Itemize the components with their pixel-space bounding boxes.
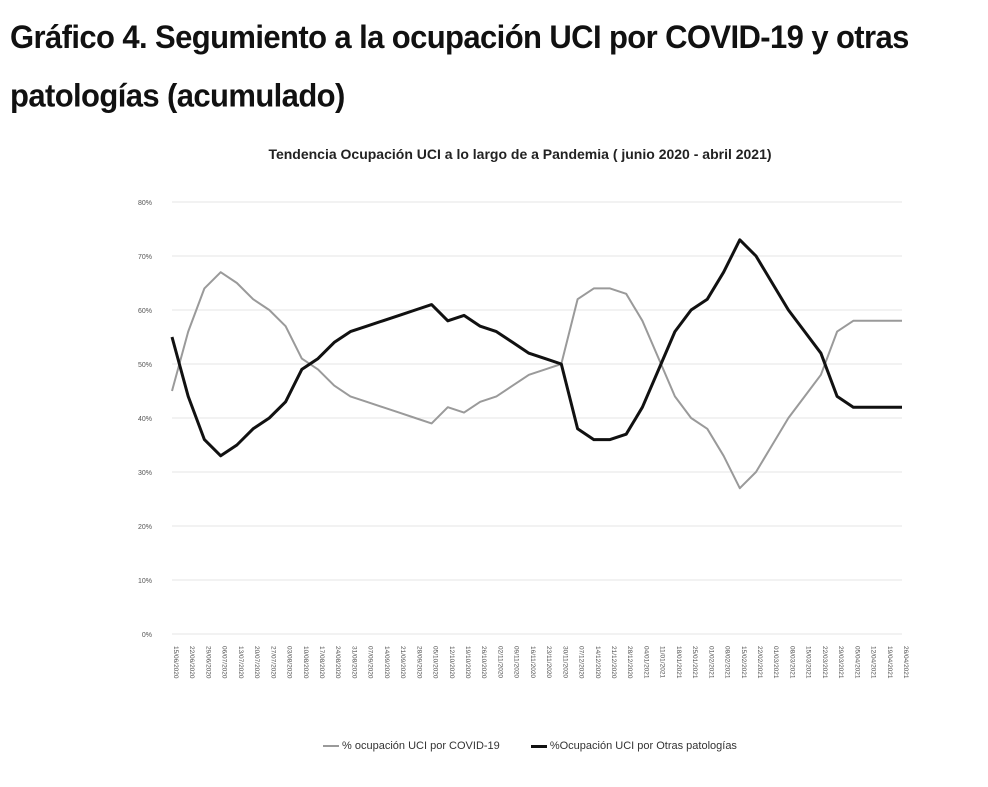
chart-title: Tendencia Ocupación UCI a lo largo de a …: [268, 146, 772, 162]
y-tick-label: 50%: [138, 362, 152, 369]
x-tick-label: 05/10/2020: [432, 646, 439, 679]
x-tick-label: 17/08/2020: [318, 646, 325, 679]
legend-item-covid: % ocupación UCI por COVID-19: [323, 740, 500, 752]
x-tick-label: 12/04/2021: [870, 646, 877, 679]
x-tick-label: 29/03/2021: [837, 646, 844, 679]
x-tick-label: 25/01/2021: [691, 646, 698, 679]
legend-swatch-covid: [323, 745, 340, 748]
x-tick-label: 21/09/2020: [399, 646, 406, 679]
y-tick-label: 0%: [142, 632, 152, 639]
x-tick-label: 29/06/2020: [204, 646, 211, 679]
x-tick-label: 28/09/2020: [415, 646, 422, 679]
series-line-covid: [171, 271, 902, 490]
x-tick-label: 22/03/2021: [821, 646, 828, 679]
x-tick-label: 02/11/2020: [496, 646, 503, 678]
x-tick-label: 08/02/2021: [724, 646, 731, 679]
x-tick-label: 06/07/2020: [221, 646, 228, 679]
x-tick-label: 15/02/2021: [740, 646, 747, 679]
x-tick-label: 20/07/2020: [253, 646, 260, 679]
x-tick-label: 31/08/2020: [350, 646, 357, 679]
x-tick-label: 13/07/2020: [237, 646, 244, 679]
x-tick-label: 23/11/2020: [545, 646, 552, 678]
x-tick-label: 07/12/2020: [578, 646, 585, 679]
x-tick-label: 11/01/2021: [659, 646, 666, 678]
x-tick-label: 12/10/2020: [448, 646, 455, 679]
y-tick-label: 10%: [138, 578, 152, 585]
legend-swatch-otras: [530, 744, 547, 748]
legend-label-otras: %Ocupación UCI por Otras patologías: [549, 740, 737, 752]
y-tick-label: 70%: [138, 254, 152, 261]
x-tick-label: 30/11/2020: [561, 646, 568, 678]
x-tick-label: 03/08/2020: [286, 646, 293, 679]
x-tick-label: 15/06/2020: [172, 646, 179, 679]
x-tick-label: 07/09/2020: [367, 646, 374, 679]
x-tick-label: 01/02/2021: [707, 646, 714, 679]
y-tick-label: 40%: [138, 416, 152, 423]
x-tick-label: 15/03/2021: [805, 646, 812, 679]
x-tick-label: 01/03/2021: [772, 646, 779, 679]
x-tick-label: 09/11/2020: [513, 646, 520, 678]
x-tick-label: 18/01/2021: [675, 646, 682, 679]
x-tick-label: 04/01/2021: [642, 646, 649, 679]
x-tick-label: 24/08/2020: [334, 646, 341, 679]
x-tick-label: 10/08/2020: [302, 646, 309, 679]
y-tick-label: 20%: [138, 524, 152, 531]
x-tick-label: 22/06/2020: [188, 646, 195, 679]
chart-legend: % ocupación UCI por COVID-19 %Ocupación …: [0, 740, 988, 752]
x-tick-label: 14/09/2020: [383, 646, 390, 679]
x-tick-label: 05/04/2021: [853, 646, 860, 679]
legend-item-otras: %Ocupación UCI por Otras patologías: [530, 740, 737, 752]
x-tick-label: 28/12/2020: [626, 646, 633, 679]
x-tick-label: 19/04/2021: [886, 646, 893, 679]
legend-label-covid: % ocupación UCI por COVID-19: [342, 740, 500, 752]
x-tick-label: 16/11/2020: [529, 646, 536, 678]
y-tick-label: 60%: [138, 308, 152, 315]
series-line-otras: [170, 238, 902, 458]
x-tick-label: 08/03/2021: [788, 646, 795, 679]
x-tick-label: 14/12/2020: [594, 646, 601, 679]
y-tick-label: 30%: [138, 470, 152, 477]
x-tick-label: 27/07/2020: [269, 646, 276, 679]
page-title: Gráfico 4. Segumiento a la ocupación UCI…: [10, 18, 909, 115]
x-tick-label: 22/02/2021: [756, 646, 763, 679]
x-tick-label: 21/12/2020: [610, 646, 617, 679]
y-tick-label: 80%: [138, 200, 152, 207]
x-tick-label: 19/10/2020: [464, 646, 471, 679]
x-tick-label: 26/10/2020: [480, 646, 487, 679]
x-tick-label: 26/04/2021: [902, 646, 909, 679]
